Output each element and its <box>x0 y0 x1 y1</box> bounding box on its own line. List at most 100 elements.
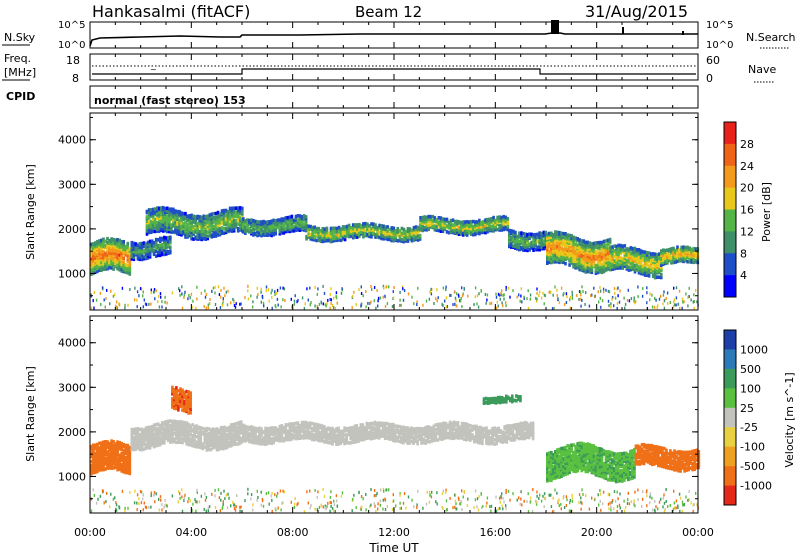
power-cell <box>615 264 618 268</box>
velocity-cell <box>416 441 419 446</box>
velocity-cell <box>387 434 391 439</box>
power-cell <box>560 236 563 241</box>
power-cell <box>100 247 103 251</box>
velocity-cell <box>92 450 95 455</box>
power-cell <box>110 254 113 259</box>
power-colorbar-tick: 8 <box>740 247 747 260</box>
power-cell <box>412 230 416 234</box>
power-cell <box>96 246 99 250</box>
power-noise-cell <box>90 306 93 310</box>
velocity-cell <box>104 459 107 463</box>
power-noise-cell <box>646 301 648 305</box>
power-noise-cell <box>367 301 369 305</box>
velocity-cell <box>203 441 207 445</box>
power-cell <box>212 234 216 238</box>
velocity-cell <box>150 430 154 434</box>
power-cell <box>544 232 548 237</box>
power-cell <box>552 256 555 261</box>
velocity-cell <box>233 426 237 430</box>
velocity-cell <box>144 428 148 433</box>
power-noise-cell <box>164 300 166 304</box>
velocity-cell <box>108 452 111 456</box>
velocity-cell <box>183 392 186 397</box>
velocity-band-0 <box>90 439 132 476</box>
power-cell <box>252 221 255 225</box>
power-noise-cell <box>187 297 189 301</box>
velocity-cell <box>365 424 369 428</box>
power-noise-cell <box>370 285 372 288</box>
power-cell <box>408 231 412 235</box>
velocity-cell <box>94 465 97 470</box>
power-cell <box>580 264 584 268</box>
power-cell <box>425 215 428 220</box>
velocity-cell <box>195 434 198 439</box>
power-noise-cell <box>672 304 675 308</box>
power-noise-cell <box>478 292 480 296</box>
power-cell <box>398 234 402 239</box>
velocity-cell <box>112 458 115 462</box>
power-cell <box>362 222 365 226</box>
velocity-cell <box>363 437 367 441</box>
velocity-cell <box>104 453 107 457</box>
velocity-cell <box>377 421 381 425</box>
velocity-cell <box>205 432 209 437</box>
velocity-cell <box>171 423 174 428</box>
velocity-cell <box>225 442 229 447</box>
velocity-cell <box>327 440 330 445</box>
velocity-cell <box>169 436 172 440</box>
velocity-cell <box>327 432 330 437</box>
power-noise-cell <box>407 292 410 296</box>
velocity-cell <box>414 427 417 431</box>
power-cell <box>226 221 230 226</box>
power-cell <box>372 231 375 235</box>
power-cell <box>319 239 323 243</box>
power-cell <box>388 231 391 236</box>
power-noise-cell <box>600 305 602 309</box>
velocity-cell <box>177 399 180 403</box>
power-cell <box>167 249 170 254</box>
power-cell <box>98 239 101 243</box>
power-cell <box>347 226 351 230</box>
velocity-cell <box>250 432 253 437</box>
velocity-cell <box>383 428 387 432</box>
velocity-cell <box>371 425 375 430</box>
power-cell <box>168 225 171 229</box>
power-cell <box>347 228 351 233</box>
velocity-cell <box>185 423 188 427</box>
noise-sky-line <box>89 32 698 47</box>
power-noise-cell <box>480 289 482 293</box>
power-cell <box>639 271 643 276</box>
power-cell <box>196 216 199 221</box>
power-cell <box>206 226 210 230</box>
velocity-cell <box>156 422 160 426</box>
velocity-cell <box>252 426 255 430</box>
power-cell <box>309 227 312 232</box>
power-cell <box>122 251 125 256</box>
velocity-cell <box>278 431 282 436</box>
velocity-cell <box>235 442 239 446</box>
power-cell <box>674 260 677 264</box>
power-cell <box>465 226 469 230</box>
velocity-cell <box>244 424 247 429</box>
power-cell <box>224 208 228 213</box>
power-noise-cell <box>618 300 621 304</box>
power-cell <box>635 255 639 260</box>
velocity-cell <box>175 404 178 409</box>
power-noise-cell <box>355 303 357 307</box>
power-noise-cell <box>217 285 220 289</box>
velocity-cell <box>207 439 211 444</box>
velocity-cell <box>321 424 324 428</box>
power-noise-cell <box>655 298 657 302</box>
power-cell <box>149 221 153 226</box>
velocity-cell <box>270 441 273 446</box>
power-cell <box>617 246 620 250</box>
power-cell <box>568 239 571 244</box>
power-cell <box>254 225 257 230</box>
velocity-cell <box>377 434 381 438</box>
velocity-cell <box>389 425 393 429</box>
power-cell <box>392 236 396 241</box>
power-cell <box>266 220 269 224</box>
power-cell <box>153 207 157 211</box>
velocity-cell <box>343 429 346 433</box>
velocity-cell <box>254 430 257 434</box>
